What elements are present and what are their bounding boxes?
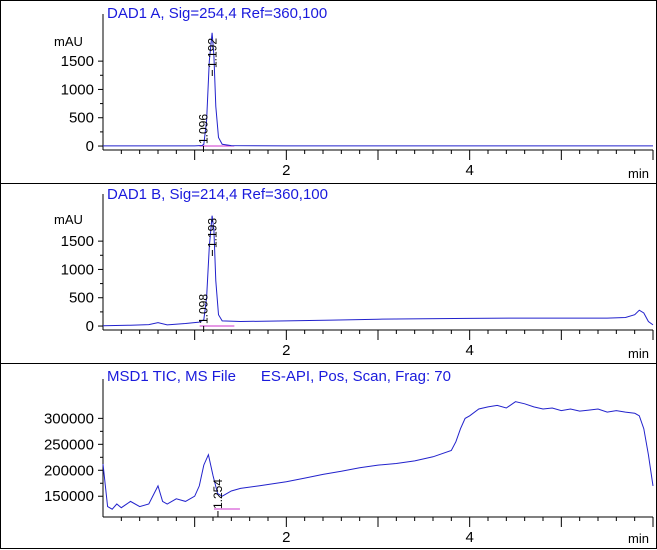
- panel-frame: [0, 0, 657, 184]
- y-tick-label: 1000: [61, 261, 94, 278]
- x-tick-label: 2: [282, 529, 290, 546]
- y-tick-label: 150000: [44, 488, 94, 505]
- y-tick-label: 1500: [61, 233, 94, 250]
- x-tick-label: 2: [282, 342, 290, 359]
- peak-retention-label: 1.254: [211, 479, 225, 509]
- y-tick-label: 1500: [61, 53, 94, 70]
- peak-retention-label: 1.193: [205, 218, 219, 248]
- x-tick-label: 4: [465, 529, 473, 546]
- panel-dad1-a: DAD1 A, Sig=254,4 Ref=360,100 mAU min 0 5…: [0, 0, 657, 184]
- peak-retention-label: 1.098: [197, 294, 211, 324]
- y-tick-label: 0: [86, 318, 94, 335]
- x-axis-unit-label: min: [628, 346, 649, 361]
- series-line: [102, 215, 654, 327]
- y-axis-unit-label: mAU: [54, 34, 83, 49]
- panel-msd1-tic: MSD1 TIC, MS File ES-API, Pos, Scan, Fra…: [0, 363, 657, 549]
- panel-plot-marks: 1.254: [102, 401, 654, 517]
- series-line: [102, 401, 654, 510]
- panel-title: MSD1 TIC, MS File ES-API, Pos, Scan, Fra…: [107, 368, 451, 385]
- y-tick-label: 500: [69, 290, 94, 307]
- panel-plot-marks: 1.098 1.193: [102, 215, 654, 332]
- panel-frame: [0, 363, 657, 549]
- peak-retention-label: 1.096: [196, 114, 210, 144]
- y-tick-label: 500: [69, 110, 94, 127]
- y-tick-label: 1000: [61, 81, 94, 98]
- panel-plot-marks: 1.096 1.192: [103, 32, 653, 152]
- panel-title: DAD1 B, Sig=214,4 Ref=360,100: [107, 186, 328, 203]
- panel-frame: [0, 183, 657, 364]
- x-axis-unit-label: min: [628, 531, 649, 546]
- series-line: [103, 32, 653, 147]
- panel-axes: 150000 200000 250000 300000 2 4: [44, 379, 654, 546]
- x-tick-label: 4: [465, 162, 473, 179]
- panel-axes: 0 500 1000 1500 2 4: [61, 14, 654, 179]
- y-tick-label: 0: [86, 138, 94, 155]
- x-tick-label: 2: [282, 162, 290, 179]
- x-axis-unit-label: min: [628, 166, 649, 181]
- panel-axes: 0 500 1000 1500 2 4: [61, 194, 654, 359]
- panel-title: DAD1 A, Sig=254,4 Ref=360,100: [107, 5, 327, 22]
- peak-retention-label: 1.192: [205, 38, 219, 68]
- y-tick-label: 200000: [44, 462, 94, 479]
- y-tick-label: 300000: [44, 410, 94, 427]
- panel-dad1-b: DAD1 B, Sig=214,4 Ref=360,100 mAU min 0 5…: [0, 183, 657, 364]
- y-tick-label: 250000: [44, 436, 94, 453]
- y-axis-unit-label: mAU: [54, 212, 83, 227]
- x-tick-label: 4: [465, 342, 473, 359]
